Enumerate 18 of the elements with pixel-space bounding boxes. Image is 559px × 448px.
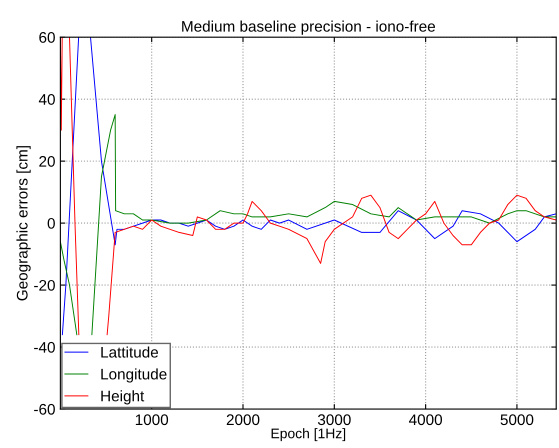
x-tick-label: 1000 [136,414,168,426]
y-axis-title: Geographic errors [cm] [16,146,31,300]
y-tick-label: 20 [39,156,55,167]
y-tick-label: 60 [39,32,55,43]
y-tick-label: -60 [34,404,55,415]
y-tick-label: -40 [34,342,55,353]
x-tick-label: 5000 [500,414,534,426]
y-tick-label: 0 [48,218,55,229]
chart-title: Medium baseline precision - iono-free [182,20,435,35]
y-tick-label: -20 [34,280,55,291]
x-tick-label: 4000 [408,414,442,426]
x-axis-title: Epoch [1Hz] [272,428,346,442]
x-tick-label: 3000 [318,414,351,426]
x-tick-label: 2000 [226,414,260,426]
y-tick-label: 40 [38,94,55,105]
legend-label: Height [101,390,144,404]
legend-label: Longitude [101,368,167,383]
legend-label: Lattitude [101,346,158,358]
